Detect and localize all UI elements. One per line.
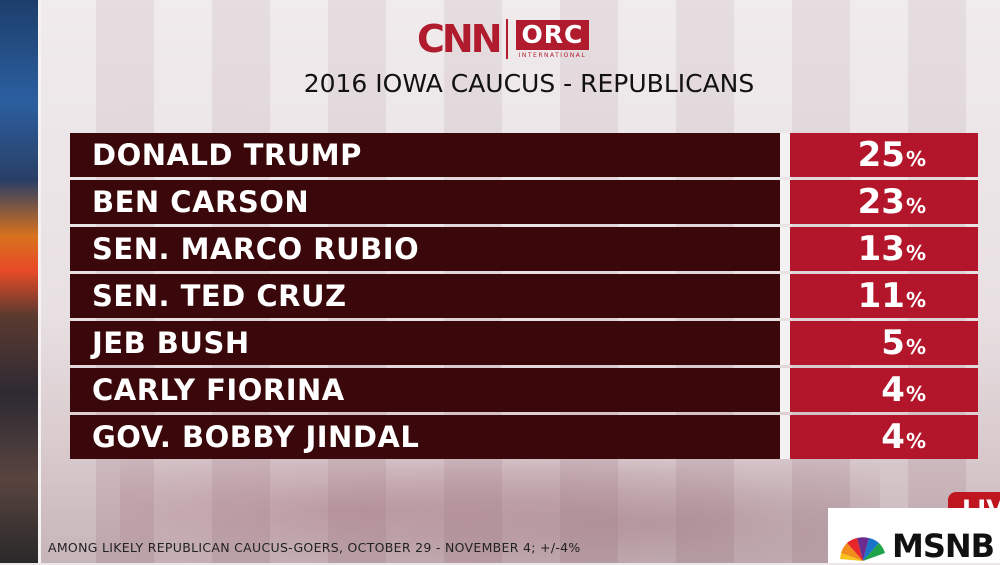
table-row: CARLY FIORINA 4% (70, 368, 978, 412)
percent-sign: % (905, 147, 926, 171)
candidate-name: BEN CARSON (70, 180, 780, 224)
cnn-orc-logo: CNN ORC INTERNATIONAL (417, 16, 627, 62)
candidate-percent: 5% (790, 321, 978, 365)
msnbc-bug: MSNB (828, 508, 1000, 563)
table-row: SEN. MARCO RUBIO 13% (70, 227, 978, 271)
percent-sign: % (905, 288, 926, 312)
candidate-percent: 4% (790, 415, 978, 459)
percent-sign: % (905, 241, 926, 265)
left-video-strip (0, 0, 38, 563)
percent-sign: % (905, 194, 926, 218)
left-edge-divider (38, 0, 41, 563)
percent-value: 5 (881, 323, 905, 363)
percent-sign: % (905, 429, 926, 453)
row-gap (780, 321, 790, 365)
row-gap (780, 415, 790, 459)
orc-logo: ORC INTERNATIONAL (515, 19, 590, 59)
peacock-icon (840, 537, 885, 561)
row-gap (780, 180, 790, 224)
cnn-logo-text: CNN (417, 17, 502, 61)
orc-logo-text: ORC (515, 19, 590, 50)
logo-divider (505, 19, 508, 59)
candidate-percent: 4% (790, 368, 978, 412)
table-row: GOV. BOBBY JINDAL 4% (70, 415, 978, 459)
orc-logo-subtext: INTERNATIONAL (518, 51, 587, 59)
percent-sign: % (905, 335, 926, 359)
table-row: BEN CARSON 23% (70, 180, 978, 224)
table-row: SEN. TED CRUZ 11% (70, 274, 978, 318)
msnbc-logo-text: MSNB (892, 527, 995, 565)
table-row: DONALD TRUMP 25% (70, 133, 978, 177)
candidate-percent: 23% (790, 180, 978, 224)
candidate-name: DONALD TRUMP (70, 133, 780, 177)
row-gap (780, 227, 790, 271)
table-row: JEB BUSH 5% (70, 321, 978, 365)
percent-value: 23 (857, 182, 905, 222)
candidate-name: JEB BUSH (70, 321, 780, 365)
percent-value: 13 (857, 229, 905, 269)
candidate-name: SEN. MARCO RUBIO (70, 227, 780, 271)
percent-value: 4 (881, 417, 905, 457)
row-gap (780, 133, 790, 177)
percent-value: 25 (857, 135, 905, 175)
candidate-name: SEN. TED CRUZ (70, 274, 780, 318)
candidate-percent: 13% (790, 227, 978, 271)
row-gap (780, 368, 790, 412)
candidate-name: GOV. BOBBY JINDAL (70, 415, 780, 459)
percent-value: 4 (881, 370, 905, 410)
candidate-name: CARLY FIORINA (70, 368, 780, 412)
row-gap (780, 274, 790, 318)
percent-value: 11 (857, 276, 905, 316)
candidate-percent: 11% (790, 274, 978, 318)
candidate-percent: 25% (790, 133, 978, 177)
poll-table: DONALD TRUMP 25% BEN CARSON 23% SEN. MARCO R… (70, 133, 978, 462)
percent-sign: % (905, 382, 926, 406)
chart-title: 2016 IOWA CAUCUS - REPUBLICANS (303, 69, 755, 98)
footnote: AMONG LIKELY REPUBLICAN CAUCUS-GOERS, OC… (48, 540, 581, 555)
